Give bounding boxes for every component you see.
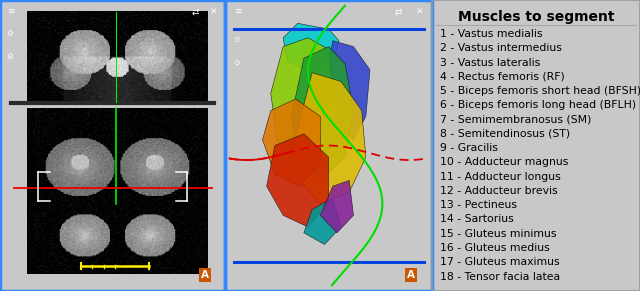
Text: ⇄: ⇄ [395,7,403,16]
Text: 14 - Sartorius: 14 - Sartorius [440,214,514,224]
Text: ≡: ≡ [234,7,241,16]
Polygon shape [291,47,353,180]
Text: 17 - Gluteus maximus: 17 - Gluteus maximus [440,257,560,267]
Text: 7 - Semimembranosus (SM): 7 - Semimembranosus (SM) [440,115,592,125]
Text: 10 - Adducteur magnus: 10 - Adducteur magnus [440,157,569,167]
Polygon shape [283,23,339,73]
Text: ⊙: ⊙ [234,35,240,44]
Text: ⊙: ⊙ [234,58,240,67]
Text: 11 - Adducteur longus: 11 - Adducteur longus [440,172,561,182]
Text: ⚙: ⚙ [7,52,13,61]
Text: 13 - Pectineus: 13 - Pectineus [440,200,517,210]
Polygon shape [267,134,329,227]
Text: 12 - Adducteur brevis: 12 - Adducteur brevis [440,186,558,196]
Text: ⚙: ⚙ [7,29,13,38]
Text: 4 - Rectus femoris (RF): 4 - Rectus femoris (RF) [440,72,565,82]
Polygon shape [329,41,370,140]
Text: 2 - Vastus intermedius: 2 - Vastus intermedius [440,43,562,53]
Text: ✕: ✕ [415,7,423,16]
Text: 18 - Tensor facia latea: 18 - Tensor facia latea [440,272,561,281]
Text: A: A [407,270,415,280]
Text: 8 - Semitendinosus (ST): 8 - Semitendinosus (ST) [440,129,570,139]
Text: 3 - Vastus lateralis: 3 - Vastus lateralis [440,58,541,68]
Polygon shape [262,99,321,186]
Text: 15 - Gluteus minimus: 15 - Gluteus minimus [440,229,557,239]
Text: ✕: ✕ [209,7,217,16]
Polygon shape [296,73,366,204]
Text: 6 - Biceps femoris long head (BFLH): 6 - Biceps femoris long head (BFLH) [440,100,636,110]
Text: ≡: ≡ [7,7,14,16]
Text: A: A [201,270,209,280]
Polygon shape [271,38,333,163]
Text: 5 - Biceps femoris short head (BFSH): 5 - Biceps femoris short head (BFSH) [440,86,640,96]
Text: 9 - Gracilis: 9 - Gracilis [440,143,498,153]
Text: Muscles to segment: Muscles to segment [458,10,614,24]
Polygon shape [321,180,353,233]
Text: 16 - Gluteus medius: 16 - Gluteus medius [440,243,550,253]
Text: 1 - Vastus medialis: 1 - Vastus medialis [440,29,543,39]
Polygon shape [304,198,341,244]
Text: ⇄: ⇄ [191,7,199,16]
